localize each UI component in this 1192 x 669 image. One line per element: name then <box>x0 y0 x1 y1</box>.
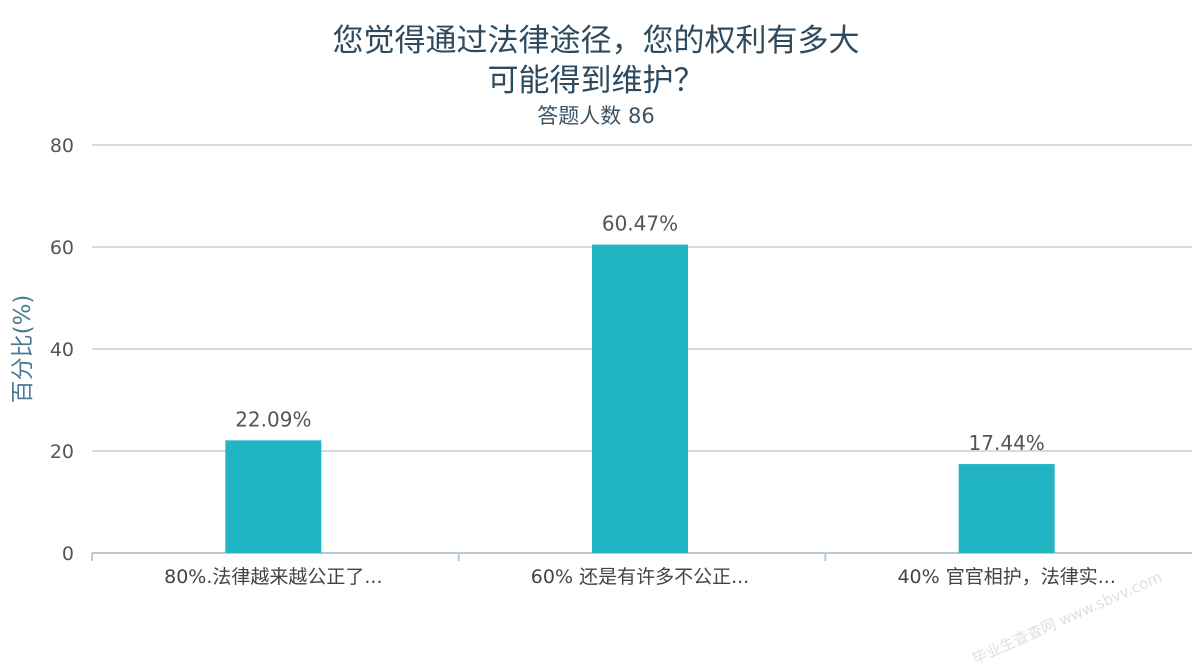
bar <box>592 244 688 553</box>
y-tick-label: 20 <box>50 441 74 463</box>
bar-value-label: 60.47% <box>602 212 678 236</box>
plot-area: 0 20 40 60 80 22.09% 80%.法律越来越公正了... 60.47% 60% … <box>50 135 1192 588</box>
y-tick-label: 0 <box>62 543 74 565</box>
y-tick-label: 40 <box>50 339 74 361</box>
y-tick-label: 80 <box>50 135 74 157</box>
chart-title-line-1: 您觉得通过法律途径，您的权利有多大 <box>332 23 860 59</box>
x-category-label: 80%.法律越来越公正了... <box>164 566 382 588</box>
x-category-label: 60% 还是有许多不公正... <box>531 566 749 588</box>
chart-title-line-2: 可能得到维护？ <box>487 63 705 99</box>
chart: 您觉得通过法律途径，您的权利有多大 可能得到维护？ 答题人数 86 百分比(%)… <box>10 23 1192 668</box>
bar-value-label: 17.44% <box>969 431 1045 455</box>
x-category-label: 40% 官官相护，法律实... <box>897 566 1115 588</box>
y-tick-label: 60 <box>50 237 74 259</box>
bar <box>225 440 322 553</box>
bar-layer <box>225 244 1055 553</box>
bar <box>958 464 1055 553</box>
bar-value-label: 22.09% <box>235 407 311 431</box>
chart-subtitle: 答题人数 86 <box>537 104 655 128</box>
label-layer: 0 20 40 60 80 22.09% 80%.法律越来越公正了... 60.47% 60% … <box>50 135 1116 588</box>
